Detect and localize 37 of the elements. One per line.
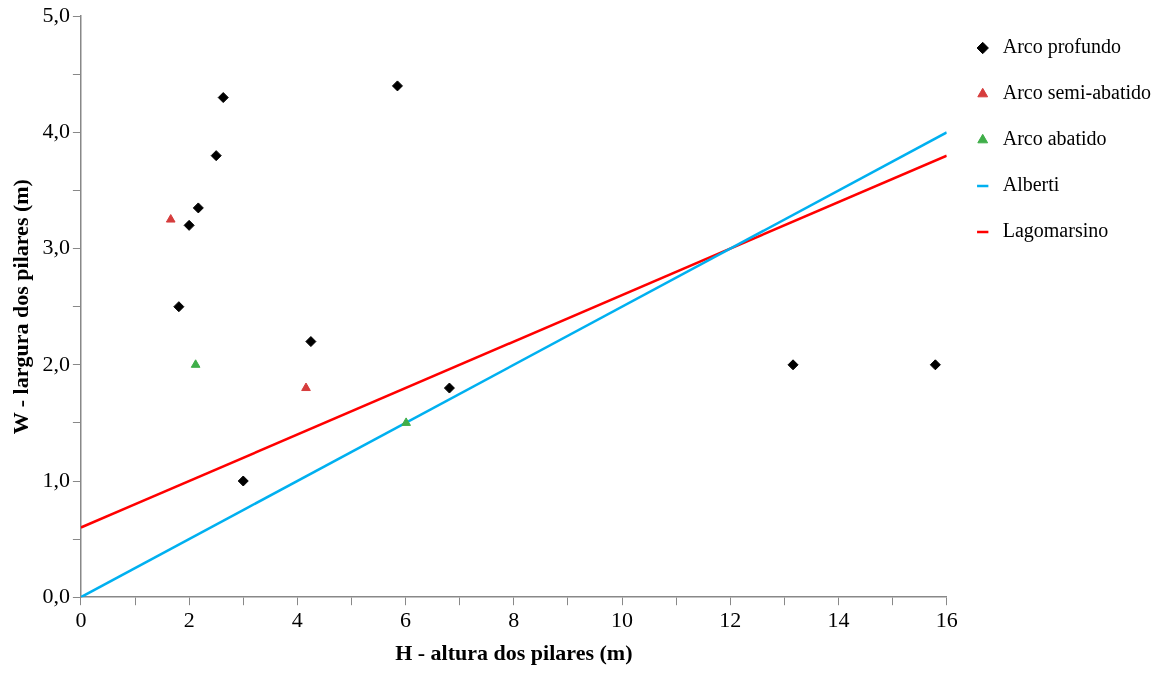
x-tick-label: 10 xyxy=(611,607,634,633)
legend-label: Lagomarsino xyxy=(1002,219,1109,243)
point xyxy=(217,92,229,104)
y-tick-label: 1,0 xyxy=(42,466,70,492)
x-axis-title: H - altura dos pilares (m) xyxy=(395,640,633,666)
legend-label: Alberti xyxy=(1002,173,1060,196)
point xyxy=(165,214,176,223)
point xyxy=(929,359,941,371)
x-tick-label: 4 xyxy=(291,607,303,633)
x-tick-label: 12 xyxy=(719,607,742,633)
point xyxy=(192,202,204,214)
point xyxy=(401,417,411,426)
y-tick-label: 3,0 xyxy=(42,234,70,260)
y-tick-label: 0,0 xyxy=(42,582,70,608)
y-tick-label: 5,0 xyxy=(42,1,70,27)
x-tick-label: 8 xyxy=(508,607,520,633)
legend-label: Arco semi-abatido xyxy=(1002,81,1151,104)
point xyxy=(787,359,799,371)
x-tick-label: 16 xyxy=(935,607,958,633)
point xyxy=(183,219,195,231)
x-tick-label: 0 xyxy=(75,607,87,633)
x-tick-label: 6 xyxy=(400,607,412,633)
y-tick-label: 2,0 xyxy=(42,350,70,376)
point xyxy=(391,80,403,92)
point xyxy=(237,475,249,487)
point xyxy=(173,301,185,313)
point xyxy=(301,382,311,392)
y-axis-title: W - largura dos pilares (m) xyxy=(7,179,33,435)
y-tick-label: 4,0 xyxy=(42,118,70,144)
point xyxy=(210,150,222,162)
legend-label: Arco abatido xyxy=(1002,127,1107,150)
x-tick-label: 14 xyxy=(827,607,850,633)
point xyxy=(190,359,201,368)
point xyxy=(305,336,317,348)
x-tick-label: 2 xyxy=(183,607,195,633)
point xyxy=(443,382,455,394)
legend-label: Arco profundo xyxy=(1002,35,1122,59)
